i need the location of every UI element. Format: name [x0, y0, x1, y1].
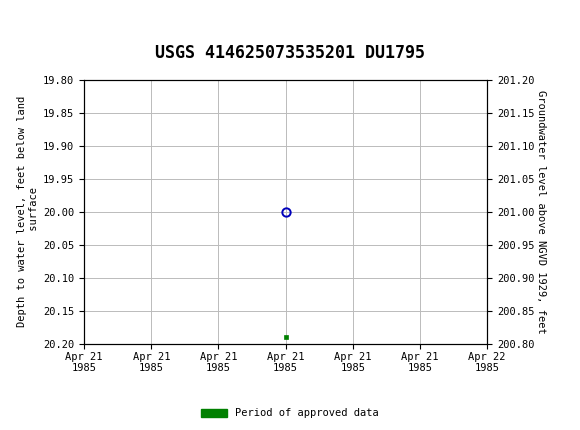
Y-axis label: Depth to water level, feet below land
 surface: Depth to water level, feet below land su… [17, 96, 39, 327]
Text: USGS: USGS [48, 10, 111, 31]
Text: USGS 414625073535201 DU1795: USGS 414625073535201 DU1795 [155, 44, 425, 62]
Legend: Period of approved data: Period of approved data [197, 404, 383, 423]
Y-axis label: Groundwater level above NGVD 1929, feet: Groundwater level above NGVD 1929, feet [535, 90, 546, 334]
